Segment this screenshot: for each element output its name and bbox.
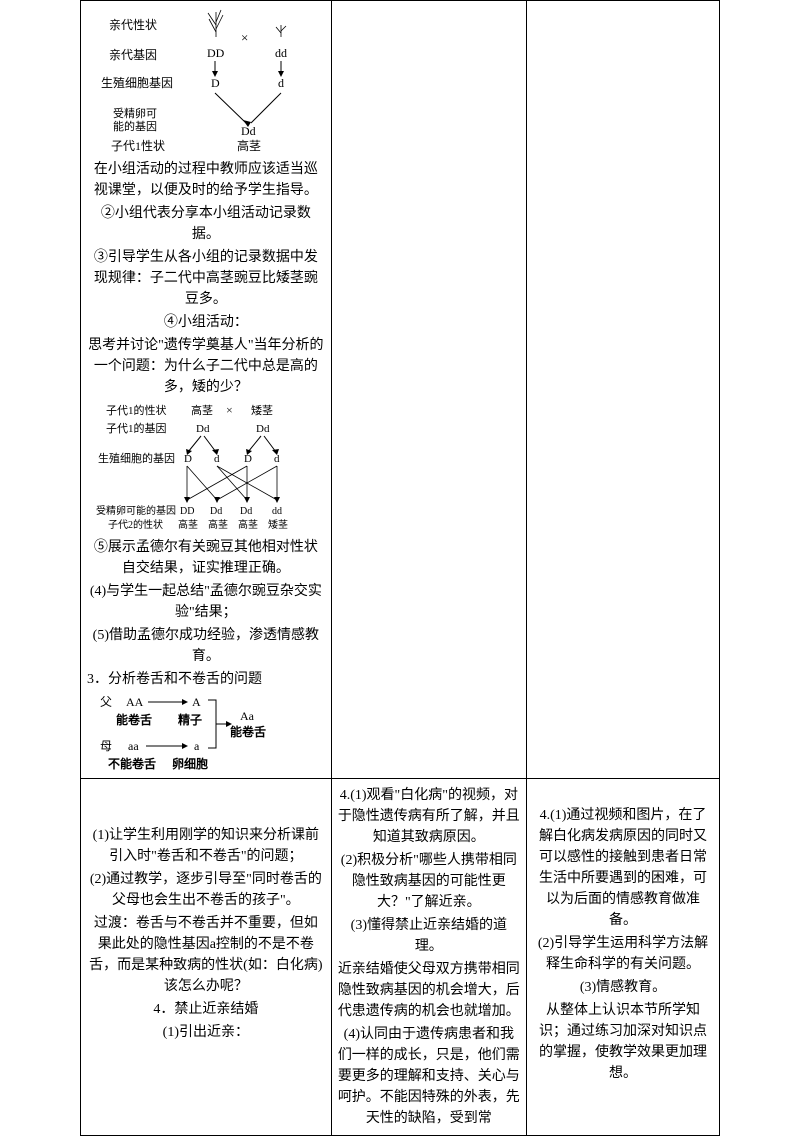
d2-f2-1: 高茎: [178, 518, 198, 531]
d3-off-trait: 能卷舌: [230, 724, 266, 739]
d2-germ-d2: d: [274, 453, 280, 465]
d3-father-trait: 能卷舌: [116, 712, 152, 727]
d2-germ-D2: D: [244, 453, 252, 465]
r2c1-p3: 过渡：卷舌与不卷舌并不重要，但如果此处的隐性基因a控制的不是不卷舌，而是某种致病…: [87, 913, 325, 997]
r2c2-p4: 近亲结婚使父母双方携带相同隐性致病基因的机会增大，后代患遗传病的机会也就增加。: [338, 959, 520, 1022]
label-parent-trait: 亲代性状: [109, 18, 157, 32]
d2-germ-label: 生殖细胞的基因: [98, 451, 175, 465]
r1c1-p6: ⑤展示孟德尔有关豌豆其他相对性状自交结果，证实推理正确。: [87, 537, 325, 579]
r2c3-p3: (3)情感教育。: [533, 977, 713, 998]
d3-egg: 卵细胞: [172, 756, 208, 771]
f1-trait: 高茎: [237, 138, 261, 153]
r1c1-p9: 3．分析卷舌和不卷舌的问题: [87, 669, 325, 690]
r2c2-p3: (3)懂得禁止近亲结婚的道理。: [338, 915, 520, 957]
d3-sperm: 精子: [178, 712, 202, 727]
d3-father: 父: [100, 695, 112, 709]
cell-r2c3: 4.(1)通过视频和图片，在了解白化病发病原因的同时又可以感性的接触到患者日常生…: [526, 779, 719, 1136]
cell-r1c2: [331, 1, 526, 779]
label-fert-egg-2: 能的基因: [113, 119, 157, 133]
cell-r2c2: 4.(1)观看"白化病"的视频，对于隐性遗传病有所了解，并且知道其致病原因。 (…: [331, 779, 526, 1136]
page-root: 亲代性状 × 亲代基因 DD dd 生殖细胞基因 D d 受精卵可 能的基因 D…: [0, 0, 800, 1136]
d2-fert-label: 受精卵可能的基因: [96, 504, 176, 517]
d2-germ-d1: d: [214, 453, 220, 465]
d2-f2-4: 矮茎: [268, 519, 288, 531]
r1c1-p1: 在小组活动的过程中教师应该适当巡视课堂，以便及时的给予学生指导。: [87, 159, 325, 201]
d3-mother-germ: a: [194, 739, 200, 753]
r1c1-p5: 思考并讨论"遗传学奠基人"当年分析的一个问题：为什么子二代中总是高的多，矮的少？: [87, 335, 325, 398]
r2c1-p4: 4．禁止近亲结婚: [87, 999, 325, 1020]
d2-fert-dd: dd: [272, 506, 282, 517]
parent-DD: DD: [207, 46, 225, 60]
d2-fert-Dd2: Dd: [240, 506, 252, 517]
r1c1-p3: ③引导学生从各小组的记录数据中发现规律：子二代中高茎豌豆比矮茎豌豆多。: [87, 247, 325, 310]
r2c2-p1: 4.(1)观看"白化病"的视频，对于隐性遗传病有所了解，并且知道其致病原因。: [338, 785, 520, 848]
d2-fert-Dd1: Dd: [210, 506, 222, 517]
d3-father-germ: A: [192, 695, 201, 709]
germ-D: D: [211, 76, 220, 90]
diagram-f1-cross: 子代1的性状 高茎 × 矮茎 子代1的基因 Dd Dd 生殖细胞的基因 D d …: [96, 400, 316, 535]
r1c1-p7: (4)与学生一起总结"孟德尔豌豆杂交实验"结果；: [87, 581, 325, 623]
r2c1-p5: (1)引出近亲：: [87, 1022, 325, 1043]
r2c2-p5: (4)认同由于遗传病患者和我们一样的成长，只是，他们需要更多的理解和支持、关心与…: [338, 1024, 520, 1129]
cell-r1c3: [526, 1, 719, 779]
diagram-parent-cross: 亲代性状 × 亲代基因 DD dd 生殖细胞基因 D d 受精卵可 能的基因 D…: [101, 7, 311, 157]
d3-mother-trait: 不能卷舌: [108, 756, 156, 771]
r2c3-p4: 从整体上认识本节所学知识；通过练习加深对知识点的掌握，使教学效果更加理想。: [533, 1000, 713, 1084]
d3-mother: 母: [100, 739, 112, 753]
table-row: 亲代性状 × 亲代基因 DD dd 生殖细胞基因 D d 受精卵可 能的基因 D…: [81, 1, 720, 779]
d2-fert-DD: DD: [180, 506, 194, 517]
main-table: 亲代性状 × 亲代基因 DD dd 生殖细胞基因 D d 受精卵可 能的基因 D…: [80, 0, 720, 1136]
r1c1-p4: ④小组活动：: [87, 312, 325, 333]
d2-germ-D1: D: [184, 453, 192, 465]
r1c1-p2: ②小组代表分享本小组活动记录数据。: [87, 203, 325, 245]
diagram-tongue: 父 AA A 能卷舌 精子 Aa 能卷舌 母 aa a 不能卷舌 卵细胞: [96, 692, 316, 772]
r1c1-p8: (5)借助孟德尔成功经验，渗透情感教育。: [87, 625, 325, 667]
table-row: (1)让学生利用刚学的知识来分析课前引入时"卷舌和不卷舌"的问题； (2)通过教…: [81, 779, 720, 1136]
f1-Dd: Dd: [241, 124, 256, 138]
d2-f1-gene-l: Dd: [196, 423, 210, 435]
label-germ-gene: 生殖细胞基因: [101, 75, 173, 90]
cross-symbol: ×: [241, 30, 248, 45]
d2-f1-gene-label: 子代1的基因: [106, 421, 167, 435]
d2-f1-trait-r: 矮茎: [251, 403, 273, 417]
d2-f2-3: 高茎: [238, 518, 258, 531]
r2c1-p1: (1)让学生利用刚学的知识来分析课前引入时"卷舌和不卷舌"的问题；: [87, 825, 325, 867]
d2-cross: ×: [226, 403, 233, 417]
d3-off-gene: Aa: [240, 709, 255, 723]
r2c3-p2: (2)引导学生运用科学方法解释生命科学的有关问题。: [533, 933, 713, 975]
d2-f2-trait-label: 子代2的性状: [108, 518, 163, 531]
r2c2-p2: (2)积极分析"哪些人携带相同隐性致病基因的可能性更大？"了解近亲。: [338, 850, 520, 913]
d2-f1-trait-label: 子代1的性状: [106, 403, 167, 417]
d3-mother-gene: aa: [128, 739, 139, 753]
label-parent-gene: 亲代基因: [109, 48, 157, 62]
d3-father-gene: AA: [126, 695, 144, 709]
germ-d: d: [278, 76, 284, 90]
parent-dd: dd: [275, 46, 287, 60]
label-fert-egg-1: 受精卵可: [113, 107, 157, 120]
d2-f1-trait-l: 高茎: [191, 403, 213, 417]
r2c1-p2: (2)通过教学，逐步引导至"同时卷舌的父母也会生出不卷舌的孩子"。: [87, 869, 325, 911]
d2-f2-2: 高茎: [208, 518, 228, 531]
cell-r1c1: 亲代性状 × 亲代基因 DD dd 生殖细胞基因 D d 受精卵可 能的基因 D…: [81, 1, 332, 779]
r2c3-p1: 4.(1)通过视频和图片，在了解白化病发病原因的同时又可以感性的接触到患者日常生…: [533, 805, 713, 931]
cell-r2c1: (1)让学生利用刚学的知识来分析课前引入时"卷舌和不卷舌"的问题； (2)通过教…: [81, 779, 332, 1136]
d2-f1-gene-r: Dd: [256, 423, 270, 435]
label-f1-trait: 子代1性状: [111, 139, 165, 153]
